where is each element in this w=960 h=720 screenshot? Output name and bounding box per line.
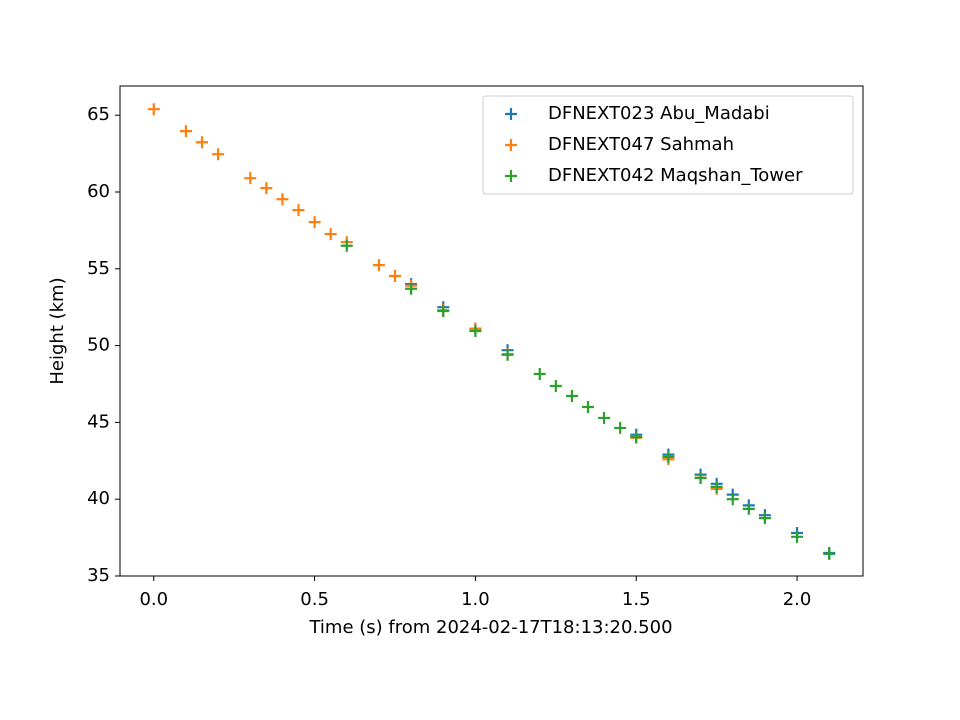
y-tick-label: 60 [87,181,110,202]
y-tick-label: 45 [87,411,110,432]
marker [501,348,514,361]
marker [276,193,289,206]
y-axis-label: Height (km) [47,277,68,384]
marker [549,379,562,392]
y-tick-label: 65 [87,104,110,125]
x-tick-label: 1.0 [461,589,490,610]
marker [212,148,225,161]
x-axis-label: Time (s) from 2024-02-17T18:13:20.500 [308,617,672,638]
x-tick-label: 2.0 [783,589,812,610]
y-tick-label: 55 [87,258,110,279]
marker [565,389,578,402]
marker [147,103,160,116]
marker [308,216,321,229]
marker [244,172,257,185]
marker [758,512,771,525]
marker [324,228,337,241]
legend-label: DFNEXT042 Maqshan_Tower [548,165,803,186]
marker [726,493,739,506]
marker [260,182,273,195]
marker [710,480,723,493]
marker [196,136,209,149]
plot-frame [119,85,864,577]
y-tick-label: 40 [87,488,110,509]
marker [581,401,594,414]
legend-label: DFNEXT047 Sahmah [548,134,734,155]
legend-box [482,95,854,195]
x-tick-label: 0.5 [300,589,329,610]
marker [405,282,418,295]
marker [389,270,402,283]
marker [340,239,353,252]
marker [694,472,707,484]
marker [742,502,755,515]
legend-marker [505,170,517,182]
legend-label: DFNEXT023 Abu_Madabi [548,103,770,124]
marker [179,125,192,138]
marker [791,530,804,543]
marker [598,411,611,424]
marker [533,368,546,381]
legend-marker [505,108,517,120]
x-tick-label: 0.0 [139,589,168,610]
marker [662,450,675,463]
marker [630,430,643,443]
marker [469,325,482,337]
x-tick-label: 1.5 [622,589,651,610]
y-tick-label: 50 [87,335,110,356]
marker [372,259,385,272]
marker [437,305,450,318]
marker [292,204,305,217]
marker [823,547,836,560]
marker [614,421,627,434]
y-tick-label: 35 [87,565,110,586]
legend-marker [505,139,517,151]
